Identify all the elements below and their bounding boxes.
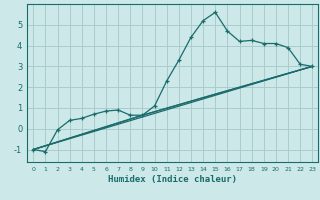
X-axis label: Humidex (Indice chaleur): Humidex (Indice chaleur) xyxy=(108,175,237,184)
